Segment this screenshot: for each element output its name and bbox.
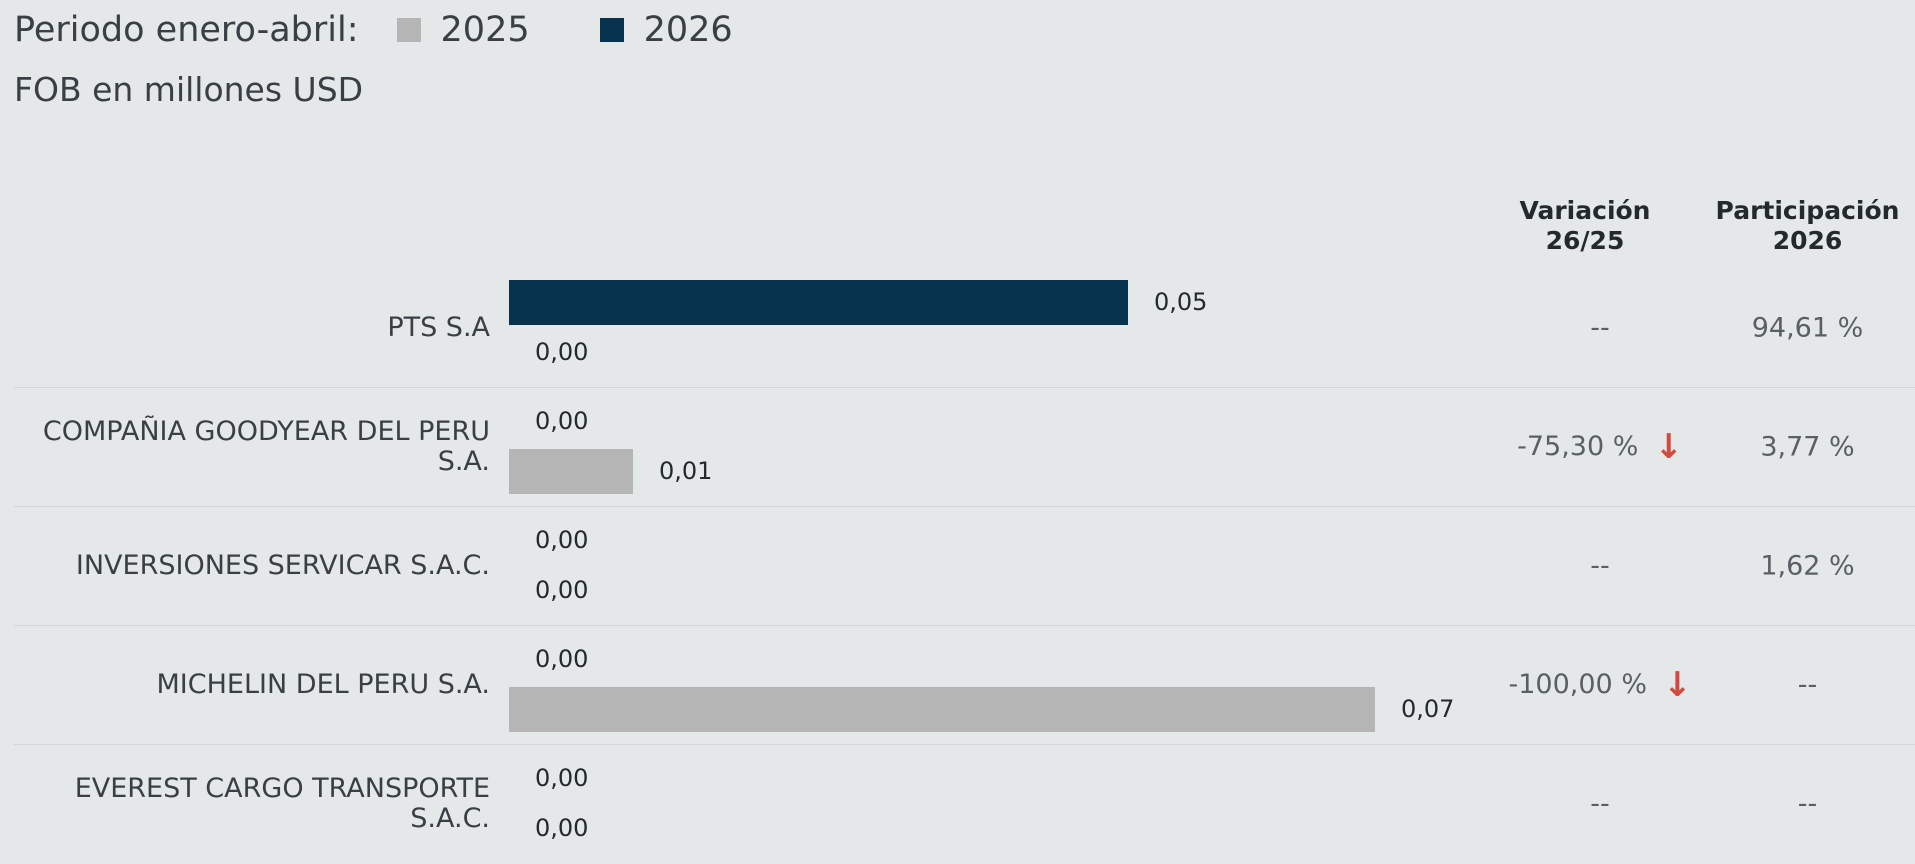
variation-header-line-2: 26/25: [1545, 226, 1625, 255]
variation-cell: --: [1470, 312, 1730, 343]
share-header-line-1: Participación: [1715, 196, 1900, 225]
share-cell: 94,61 %: [1751, 312, 1864, 343]
bar-value-label-2025: 0,00: [535, 814, 589, 842]
variation-value: --: [1590, 788, 1610, 819]
row-divider: [14, 744, 1915, 745]
share-cell: 3,77 %: [1760, 431, 1855, 462]
bar-2026: [509, 280, 1128, 325]
share-cell: --: [1797, 669, 1818, 700]
bar-value-label-2025: 0,01: [659, 457, 713, 485]
category-label: COMPAÑIA GOODYEAR DEL PERU S.A.: [42, 415, 490, 477]
variation-value: -100,00 %: [1508, 668, 1647, 700]
row-divider: [14, 625, 1915, 626]
chart-legend: Periodo enero-abril: 2025 2026: [14, 6, 803, 54]
chart-subtitle: FOB en millones USD: [14, 70, 364, 109]
row-divider: [14, 387, 1915, 388]
legend-period-label: Periodo enero-abril:: [14, 10, 359, 50]
share-column-header: Participación 2026: [1700, 196, 1915, 256]
variation-header-line-1: Variación: [1519, 196, 1651, 225]
category-label: PTS S.A: [387, 311, 490, 343]
variation-column-header: Variación 26/25: [1470, 196, 1700, 256]
category-label: INVERSIONES SERVICAR S.A.C.: [75, 549, 490, 581]
variation-value: --: [1590, 312, 1610, 343]
share-header-line-2: 2026: [1772, 226, 1843, 255]
table-row: PTS S.A 0,05 0,00 -- 94,61 %: [14, 268, 1915, 387]
bar-value-label-2026: 0,00: [535, 526, 589, 554]
bar-2025: [509, 687, 1375, 732]
category-label: MICHELIN DEL PERU S.A.: [156, 668, 490, 700]
bar-2025: [509, 449, 633, 494]
table-row: MICHELIN DEL PERU S.A. 0,00 0,07 -100,00 % ↓…: [14, 625, 1915, 744]
variation-cell: --: [1470, 550, 1730, 581]
bar-value-label-2025: 0,00: [535, 576, 589, 604]
bar-value-label-2025: 0,00: [535, 338, 589, 366]
variation-cell: --: [1470, 788, 1730, 819]
share-cell: --: [1797, 788, 1818, 819]
arrow-down-icon: ↓: [1654, 426, 1683, 467]
bar-value-label-2026: 0,05: [1154, 288, 1208, 316]
variation-cell: -75,30 % ↓: [1470, 427, 1730, 467]
legend-label-2026: 2026: [643, 10, 733, 50]
category-label: EVEREST CARGO TRANSPORTE S.A.C.: [74, 772, 490, 834]
row-divider: [14, 506, 1915, 507]
bar-value-label-2026: 0,00: [535, 645, 589, 673]
variation-value: --: [1590, 550, 1610, 581]
bar-value-label-2025: 0,07: [1401, 695, 1455, 723]
bar-value-label-2026: 0,00: [535, 407, 589, 435]
variation-value: -75,30 %: [1517, 430, 1639, 462]
table-row: EVEREST CARGO TRANSPORTE S.A.C. 0,00 0,00 -…: [14, 744, 1915, 863]
arrow-down-icon: ↓: [1662, 664, 1692, 705]
share-cell: 1,62 %: [1760, 550, 1855, 581]
legend-swatch-2026: [599, 18, 624, 42]
table-row: COMPAÑIA GOODYEAR DEL PERU S.A. 0,00 0,01 -…: [14, 387, 1915, 506]
legend-label-2025: 2025: [440, 10, 530, 50]
table-row: INVERSIONES SERVICAR S.A.C. 0,00 0,00 -- 1,6…: [14, 506, 1915, 625]
variation-cell: -100,00 % ↓: [1470, 665, 1730, 705]
bar-value-label-2026: 0,00: [535, 764, 589, 792]
legend-swatch-2025: [396, 18, 421, 42]
